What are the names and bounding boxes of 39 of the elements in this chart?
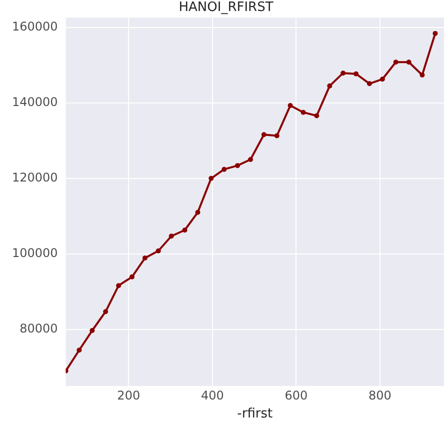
point [300, 110, 306, 115]
point [393, 60, 398, 65]
point [354, 71, 359, 76]
x-axis-title: -rfirst [237, 406, 273, 422]
point [142, 256, 148, 261]
x-tick-label: 400 [200, 388, 224, 402]
chart-title: HANOI_RFIRST [178, 0, 274, 16]
point [116, 283, 122, 288]
point [406, 60, 412, 65]
point [261, 132, 266, 138]
point [76, 348, 82, 353]
y-tick-label: 100000 [12, 246, 58, 260]
point [327, 83, 332, 88]
y-tick-label: 80000 [20, 322, 58, 336]
point [195, 210, 200, 215]
point [156, 248, 161, 254]
point [208, 176, 214, 181]
y-tick-label: 120000 [12, 170, 58, 185]
y-tick-label: 140000 [12, 95, 58, 110]
point [103, 309, 108, 314]
point [432, 30, 438, 36]
point [340, 70, 346, 76]
point [90, 328, 95, 334]
point [366, 81, 372, 86]
point [420, 72, 425, 78]
point [380, 76, 385, 82]
x-tick-label: 600 [284, 388, 308, 402]
x-tick-label: 800 [368, 388, 392, 402]
point [248, 157, 254, 162]
point [235, 163, 240, 168]
point [222, 166, 227, 172]
point [182, 228, 188, 233]
point [129, 274, 134, 280]
point [288, 103, 293, 108]
x-tick-label: 200 [117, 388, 140, 402]
point [168, 234, 174, 239]
point [274, 133, 280, 138]
y-tick-label: 160000 [12, 20, 58, 34]
point [314, 113, 320, 118]
